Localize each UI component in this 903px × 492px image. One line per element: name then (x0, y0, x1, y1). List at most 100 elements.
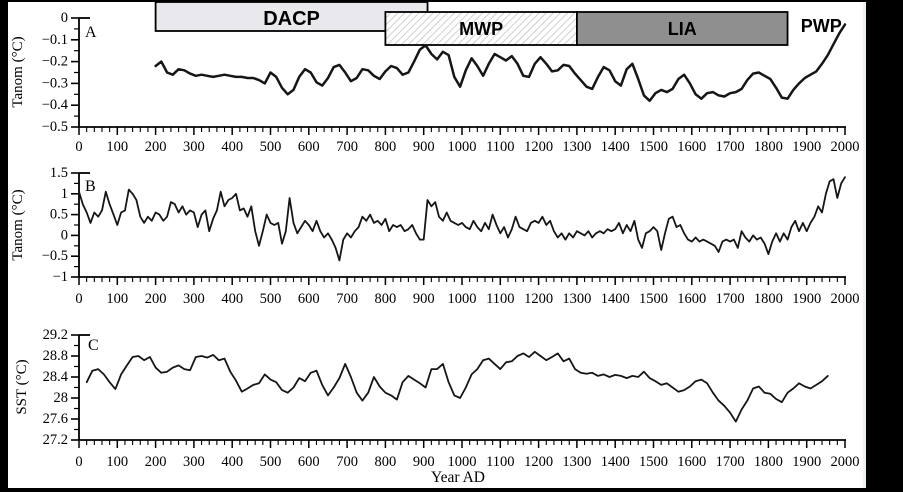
panel-c-letter: C (88, 337, 99, 354)
pwp-label: PWP (801, 16, 842, 36)
x-tick-label: 1400 (601, 291, 630, 307)
x-tick-label: 1300 (562, 454, 591, 470)
mwp-label: MWP (459, 19, 503, 39)
panel-a-y-axis-title: Tanom (°C) (10, 36, 26, 107)
panel-b-letter: B (85, 178, 96, 195)
panel-a-series (154, 23, 847, 103)
x-tick-label: 2000 (831, 291, 860, 307)
x-tick-label: 1500 (639, 454, 668, 470)
x-tick-label: 200 (145, 139, 167, 155)
series-layer (78, 23, 847, 423)
x-tick-label: 2000 (831, 454, 860, 470)
x-tick-label: 500 (260, 139, 282, 155)
x-tick-label: 1600 (677, 139, 706, 155)
x-tick-label: 0 (75, 454, 82, 470)
x-tick-label: 800 (375, 139, 397, 155)
x-tick-label: 1700 (716, 454, 745, 470)
panel-b-series (78, 176, 846, 262)
x-tick-label: 400 (221, 139, 243, 155)
x-tick-label: 1000 (448, 139, 477, 155)
y-tick-label: −1 (53, 269, 68, 285)
static-text-layer: A B C Tanom (°C) Tanom (°C) SST (°C) Yea… (10, 24, 485, 486)
x-tick-label: 1100 (486, 454, 514, 470)
x-tick-label: 1900 (792, 139, 821, 155)
x-tick-label: 1900 (792, 291, 821, 307)
y-tick-label: −0.5 (42, 248, 68, 264)
x-tick-label: 400 (221, 291, 243, 307)
x-tick-label: 0 (75, 139, 82, 155)
y-tick-label: −0.4 (42, 97, 69, 113)
x-tick-label: 900 (413, 291, 435, 307)
x-tick-label: 1200 (524, 291, 553, 307)
panel-b-y-axis-title: Tanom (°C) (10, 189, 26, 260)
x-tick-label: 800 (375, 291, 397, 307)
x-tick-label: 200 (145, 291, 167, 307)
x-tick-label: 700 (336, 139, 358, 155)
climate-period-bars: DACP MWP LIA PWP (154, 1, 842, 46)
dacp-label: DACP (263, 8, 320, 30)
x-tick-label: 1700 (716, 291, 745, 307)
y-tick-label: 28.4 (43, 369, 69, 385)
y-tick-label: −0.1 (42, 32, 68, 48)
x-tick-label: 1800 (754, 454, 783, 470)
edge-strip (863, 2, 866, 488)
y-tick-label: 1.5 (50, 165, 68, 181)
panel-a-letter: A (85, 24, 97, 41)
y-tick-label: 28 (54, 390, 69, 406)
x-tick-label: 1800 (754, 291, 783, 307)
plot-paper (8, 2, 863, 488)
x-tick-label: 300 (183, 454, 205, 470)
x-tick-label: 900 (413, 139, 435, 155)
mwp-period-bar (384, 11, 578, 46)
y-tick-label: 0 (61, 227, 68, 243)
x-tick-label: 200 (145, 454, 167, 470)
y-tick-label: 27.2 (43, 432, 68, 448)
x-tick-label: 600 (298, 139, 320, 155)
x-tick-label: 600 (298, 291, 320, 307)
x-tick-label: 1300 (562, 139, 591, 155)
panel-a-axes: 0 −0.1 −0.2 −0.3 −0.4 −0.5 0 100 200 300 400 500 600… (42, 10, 860, 155)
y-tick-label: −0.5 (42, 119, 68, 135)
x-tick-label: 1100 (486, 139, 514, 155)
x-tick-label: 100 (106, 454, 128, 470)
x-tick-label: 700 (336, 291, 358, 307)
y-tick-label: 0.5 (50, 207, 68, 223)
x-tick-label: 700 (336, 454, 358, 470)
y-tick-label: −0.2 (42, 54, 68, 70)
x-tick-label: 400 (221, 454, 243, 470)
x-tick-label: 600 (298, 454, 320, 470)
x-tick-label: 1600 (677, 291, 706, 307)
axes-layer: 0 −0.1 −0.2 −0.3 −0.4 −0.5 0 100 200 300 400 500 600… (42, 10, 860, 470)
x-tick-label: 300 (183, 139, 205, 155)
x-tick-label: 1100 (486, 291, 514, 307)
lia-period-bar (576, 11, 789, 46)
panel-b-axes: 1.5 1 0.5 0 −0.5 −1 0 100 200 300 400 500 600 700 800 9… (42, 165, 860, 307)
x-tick-label: 1500 (639, 139, 668, 155)
x-tick-label: 300 (183, 291, 205, 307)
y-tick-label: 27.6 (43, 411, 68, 427)
x-tick-label: 1800 (754, 139, 783, 155)
x-tick-label: 1600 (677, 454, 706, 470)
x-tick-label: 1200 (524, 454, 553, 470)
dacp-period-bar (154, 1, 429, 32)
x-tick-label: 1000 (448, 291, 477, 307)
x-tick-label: 1200 (524, 139, 553, 155)
x-tick-label: 1000 (448, 454, 477, 470)
y-tick-label: 0 (61, 10, 68, 26)
y-tick-label: −0.3 (42, 75, 68, 91)
x-axis-title: Year AD (431, 469, 485, 486)
y-tick-label: 28.8 (43, 348, 68, 364)
x-tick-label: 900 (413, 454, 435, 470)
x-tick-label: 800 (375, 454, 397, 470)
y-tick-label: 29.2 (43, 327, 68, 343)
x-tick-label: 1900 (792, 454, 821, 470)
x-tick-label: 100 (106, 139, 128, 155)
x-tick-label: 1700 (716, 139, 745, 155)
x-tick-label: 2000 (831, 139, 860, 155)
panel-c-axes: 29.2 28.8 28.4 28 27.6 27.2 0 100 200 300 400 500 60… (43, 327, 860, 470)
x-tick-label: 1500 (639, 291, 668, 307)
x-tick-label: 100 (106, 291, 128, 307)
panel-c-series (85, 350, 829, 423)
x-tick-label: 500 (260, 291, 282, 307)
